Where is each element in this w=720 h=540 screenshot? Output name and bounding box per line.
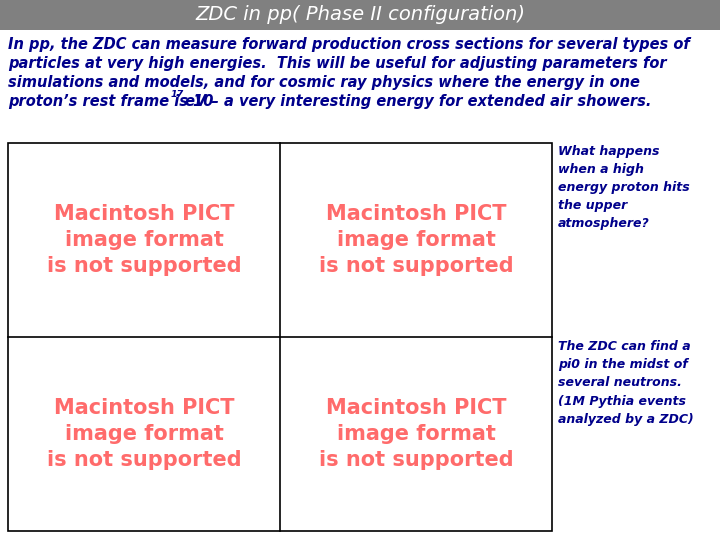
Text: The ZDC can find a
pi0 in the midst of
several neutrons.: The ZDC can find a pi0 in the midst of s… — [558, 340, 690, 389]
Text: 17: 17 — [171, 90, 184, 99]
Text: Macintosh PICT
image format
is not supported: Macintosh PICT image format is not suppo… — [47, 397, 241, 470]
Text: proton’s rest frame is 10: proton’s rest frame is 10 — [8, 94, 213, 109]
Text: Macintosh PICT
image format
is not supported: Macintosh PICT image format is not suppo… — [319, 397, 513, 470]
Text: (1M Pythia events
analyzed by a ZDC): (1M Pythia events analyzed by a ZDC) — [558, 395, 694, 426]
Bar — [0, 0, 720, 30]
Text: ZDC in pp( Phase II configuration): ZDC in pp( Phase II configuration) — [195, 5, 525, 24]
Text: Macintosh PICT
image format
is not supported: Macintosh PICT image format is not suppo… — [319, 204, 513, 276]
Text: In pp, the ZDC can measure forward production cross sections for several types o: In pp, the ZDC can measure forward produ… — [8, 37, 690, 52]
Text: simulations and models, and for cosmic ray physics where the energy in one: simulations and models, and for cosmic r… — [8, 75, 640, 90]
Text: What happens
when a high
energy proton hits
the upper
atmosphere?: What happens when a high energy proton h… — [558, 145, 690, 230]
Text: particles at very high energies.  This will be useful for adjusting parameters f: particles at very high energies. This wi… — [8, 56, 667, 71]
Text: eV – a very interesting energy for extended air showers.: eV – a very interesting energy for exten… — [180, 94, 652, 109]
Bar — [8, 143, 552, 531]
Text: Macintosh PICT
image format
is not supported: Macintosh PICT image format is not suppo… — [47, 204, 241, 276]
